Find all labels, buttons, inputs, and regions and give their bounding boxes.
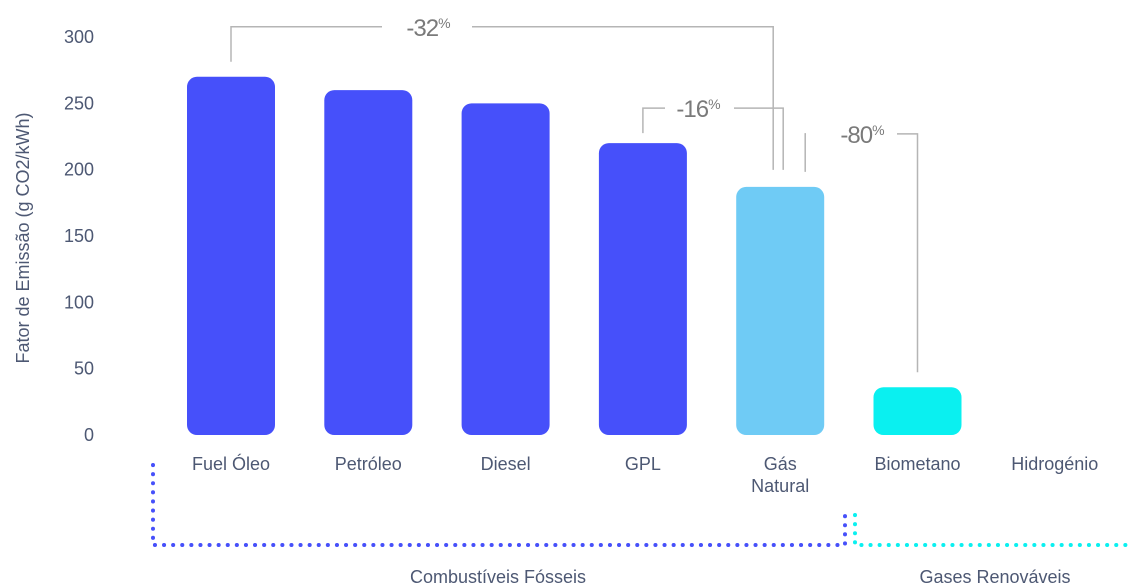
- bar: [461, 103, 550, 435]
- reduction-label: -16%: [676, 96, 720, 123]
- category-label: Fuel Óleo: [192, 453, 270, 474]
- category-label: Gás: [764, 454, 797, 474]
- bracket-line: [642, 107, 665, 134]
- bar: [187, 76, 275, 436]
- category-label: Biometano: [874, 454, 960, 474]
- y-tick-label: 0: [84, 425, 94, 445]
- reduction-label: -32%: [406, 15, 450, 42]
- bar: [324, 90, 413, 436]
- bars: [187, 76, 962, 436]
- bracket-line: [734, 107, 784, 170]
- category-groups: Combustíveis Fósseis Gases Renováveis: [151, 463, 1135, 586]
- category-label: Hidrogénio: [1011, 454, 1098, 474]
- y-axis: 0 50 100 150 200 250 300: [64, 27, 94, 445]
- y-tick-label: 150: [64, 226, 94, 246]
- y-tick-label: 200: [64, 160, 94, 180]
- bracket-line: [897, 133, 919, 373]
- y-tick-label: 300: [64, 27, 94, 47]
- category-label: Diesel: [481, 454, 531, 474]
- y-tick-label: 250: [64, 93, 94, 113]
- y-tick-label: 50: [74, 359, 94, 379]
- fossil-group-bracket: [151, 463, 847, 547]
- category-label: Petróleo: [335, 454, 402, 474]
- category-label: GPL: [625, 454, 661, 474]
- reduction-label: -80%: [840, 122, 884, 149]
- bar: [873, 387, 962, 435]
- bracket-line: [472, 26, 774, 170]
- category-label: Natural: [751, 476, 809, 496]
- bar: [598, 143, 687, 435]
- bracket-line: [230, 26, 382, 62]
- fossil-group-label: Combustíveis Fósseis: [410, 567, 586, 586]
- bar: [736, 186, 825, 435]
- renewable-group-bracket: [853, 513, 1135, 547]
- y-axis-label: Fator de Emissão (g CO2/kWh): [13, 112, 33, 363]
- bracket-line: [804, 133, 806, 172]
- renewable-group-label: Gases Renováveis: [919, 567, 1070, 586]
- y-tick-label: 100: [64, 292, 94, 312]
